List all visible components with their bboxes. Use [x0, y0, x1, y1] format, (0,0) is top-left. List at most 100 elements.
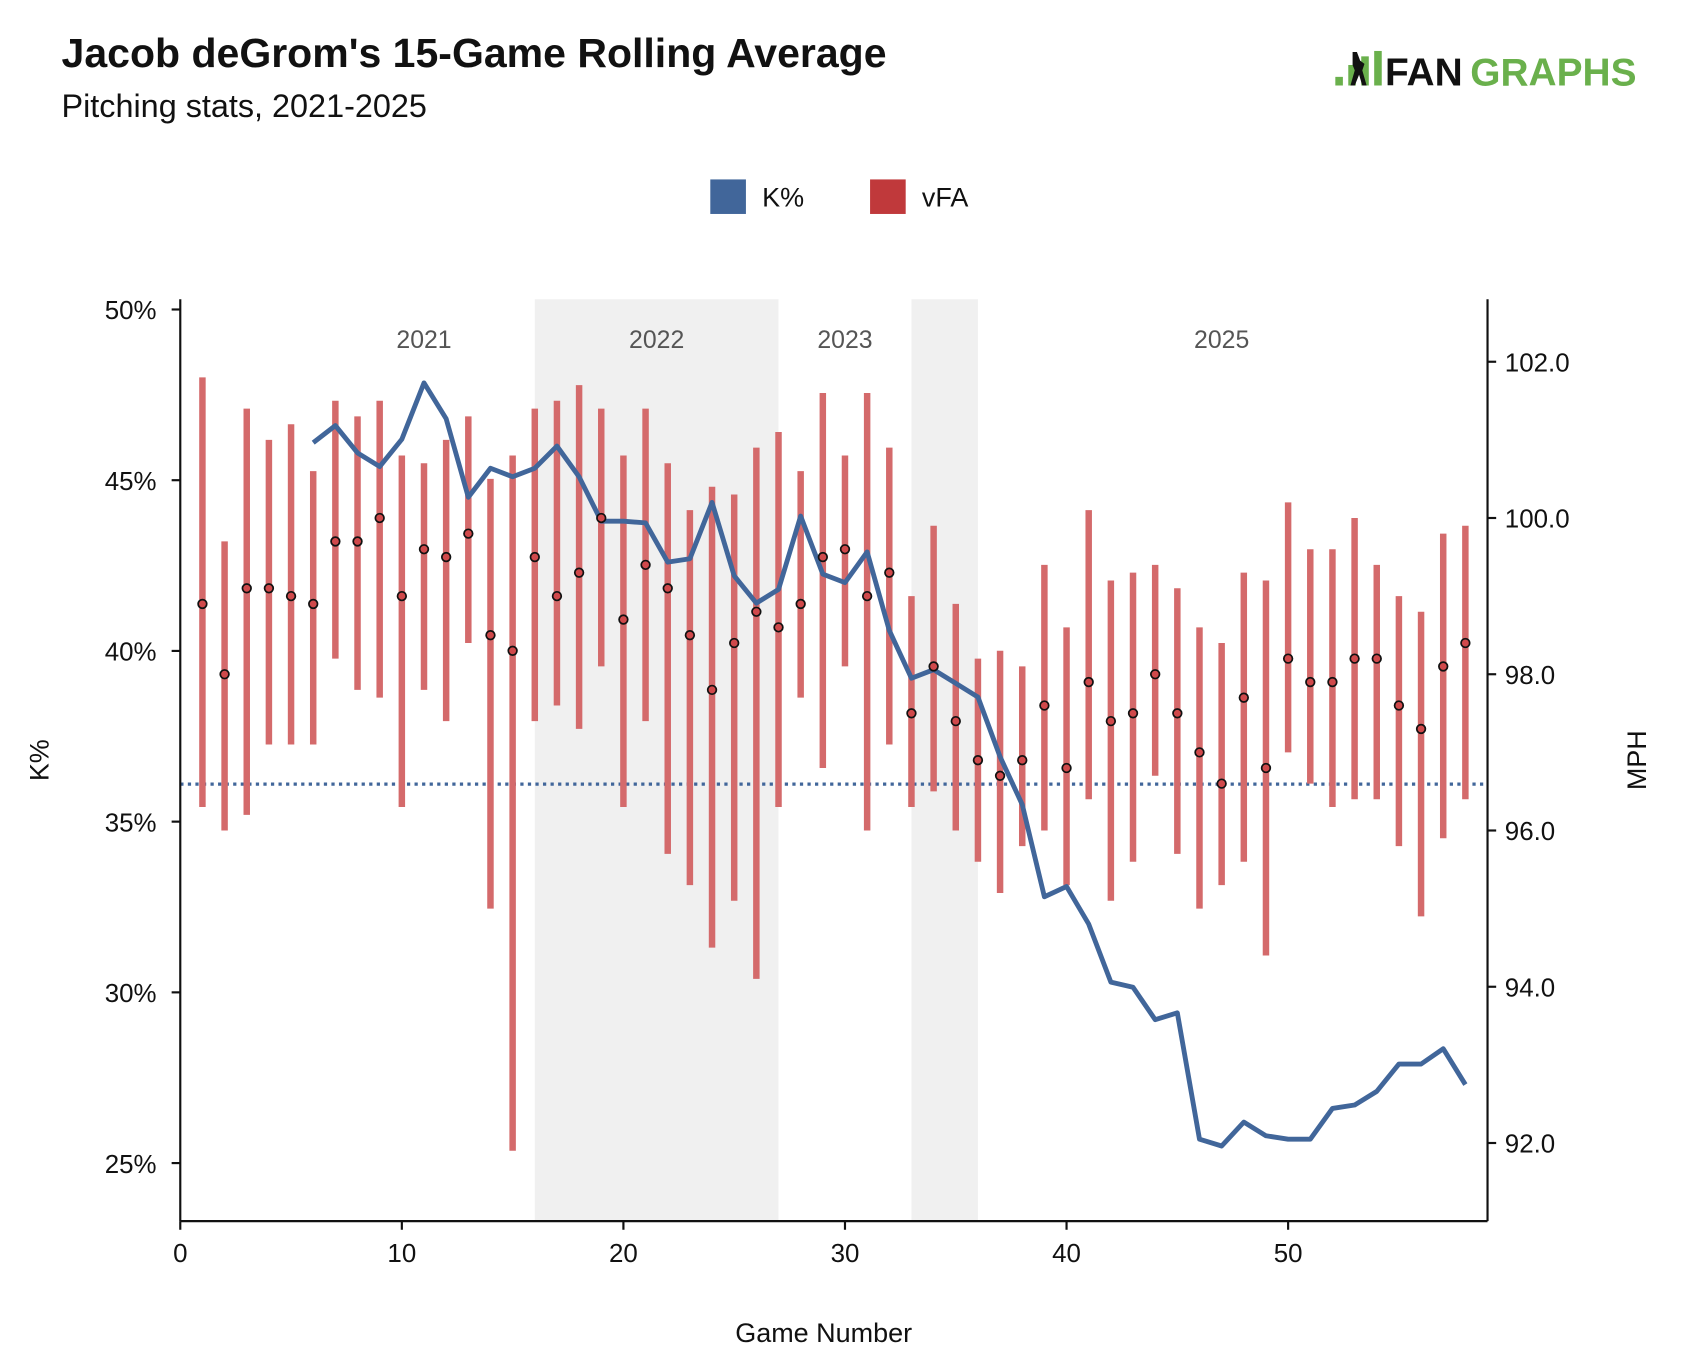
vfa-point	[1039, 700, 1050, 711]
season-shade	[911, 299, 978, 1222]
vfa-point	[1127, 708, 1139, 719]
vfa-point	[1172, 708, 1183, 719]
vfa-point	[241, 583, 252, 594]
logo-bar	[1374, 50, 1382, 86]
vfa-point	[1216, 778, 1227, 789]
chart-title: Jacob deGrom's 15-Game Rolling Average	[62, 30, 887, 76]
legend-label-vfa: vFA	[922, 182, 968, 212]
legend-label-kpct: K%	[762, 182, 804, 212]
vfa-point	[285, 590, 297, 602]
vfa-point	[773, 622, 784, 633]
logo-bar	[1348, 64, 1356, 86]
vfa-point	[485, 630, 496, 641]
vfa-point	[906, 708, 917, 719]
vfa-point	[662, 583, 673, 594]
vfa-point	[1194, 747, 1205, 758]
vfa-point	[551, 590, 563, 602]
vfa-point	[950, 715, 961, 727]
y-right-tick-label: 96.0	[1505, 818, 1555, 846]
y-tick-label: 30%	[105, 980, 157, 1008]
vfa-point	[1282, 653, 1294, 664]
vfa-point	[884, 567, 895, 578]
x-tick-label: 0	[173, 1240, 187, 1268]
y-tick-label: 25%	[105, 1151, 157, 1179]
chart-subtitle: Pitching stats, 2021-2025	[62, 88, 427, 124]
vfa-point	[839, 544, 851, 555]
vfa-point	[1017, 755, 1028, 766]
vfa-point	[994, 770, 1006, 781]
vfa-point	[440, 551, 452, 563]
vfa-point	[706, 684, 718, 696]
vfa-point	[1305, 676, 1316, 688]
vfa-point	[1061, 762, 1072, 774]
y-tick-label: 45%	[105, 468, 157, 496]
vfa-point	[219, 669, 230, 680]
vfa-point	[463, 528, 474, 539]
vfa-point	[418, 544, 430, 555]
vfa-point	[618, 614, 629, 625]
vfa-point	[1083, 676, 1094, 688]
legend-swatch-vfa	[870, 179, 906, 214]
kpct-line	[311, 380, 1468, 1149]
vfa-point	[1415, 723, 1427, 735]
vfa-point	[374, 512, 385, 524]
season-label: 2021	[396, 327, 451, 354]
vfa-point	[817, 551, 829, 563]
vfa-point	[1105, 715, 1117, 727]
y-tick-label: 35%	[105, 809, 157, 837]
vfa-point	[529, 551, 540, 563]
y-right-tick-label: 100.0	[1505, 506, 1570, 534]
vfa-point	[1460, 637, 1471, 649]
vfa-point	[861, 590, 873, 602]
kpct-line-group	[311, 380, 1468, 1149]
vfa-point	[1238, 692, 1249, 703]
x-tick-label: 50	[1274, 1240, 1303, 1268]
vfa-point	[684, 630, 696, 641]
batter-icon	[1350, 52, 1367, 86]
vfa-ranges	[199, 377, 1469, 1151]
vfa-point	[1327, 676, 1338, 688]
y-right-axis-label: MPH	[1622, 730, 1652, 790]
y-axis-label: K%	[25, 739, 55, 781]
vfa-point	[729, 637, 740, 649]
vfa-point	[1371, 653, 1382, 664]
axes: 0 10 20 30 40 50 25% 30% 35% 40% 45% 50% 92.0 94.0 96.…	[105, 297, 1570, 1268]
vfa-point	[507, 645, 518, 656]
vfa-points	[197, 512, 1471, 789]
x-axis-label: Game Number	[735, 1318, 912, 1348]
season-label: 2023	[817, 327, 872, 354]
vfa-point	[596, 512, 607, 524]
x-tick-label: 20	[609, 1240, 638, 1268]
vfa-point	[1349, 653, 1360, 664]
vfa-point	[972, 755, 984, 766]
vfa-point	[330, 536, 341, 547]
fangraphs-logo: FAN GRAPHS	[1335, 50, 1637, 95]
y-right-tick-label: 98.0	[1505, 662, 1555, 690]
vfa-point	[795, 598, 806, 610]
vfa-point	[396, 590, 408, 602]
y-right-tick-label: 94.0	[1505, 974, 1555, 1002]
y-tick-label: 50%	[105, 297, 157, 325]
vfa-point	[1260, 762, 1272, 774]
legend-swatch-kpct	[710, 179, 746, 214]
x-tick-label: 30	[831, 1240, 860, 1268]
y-right-tick-label: 102.0	[1505, 349, 1570, 377]
vfa-point	[751, 606, 762, 617]
vfa-point	[308, 598, 319, 610]
vfa-point	[1393, 700, 1405, 711]
vfa-point	[928, 661, 939, 672]
legend: K% vFA	[710, 179, 968, 214]
season-label: 2025	[1194, 327, 1249, 354]
vfa-point	[197, 598, 208, 610]
logo-text-fan: FAN	[1385, 52, 1463, 95]
y-right-tick-label: 92.0	[1505, 1131, 1555, 1159]
x-tick-label: 40	[1052, 1240, 1081, 1268]
season-label: 2022	[629, 327, 684, 354]
vfa-point	[263, 583, 275, 594]
vfa-point	[1438, 661, 1449, 672]
logo-bar	[1335, 76, 1343, 86]
season-shading	[534, 299, 978, 1222]
x-tick-label: 10	[387, 1240, 416, 1268]
vfa-point	[352, 536, 363, 547]
